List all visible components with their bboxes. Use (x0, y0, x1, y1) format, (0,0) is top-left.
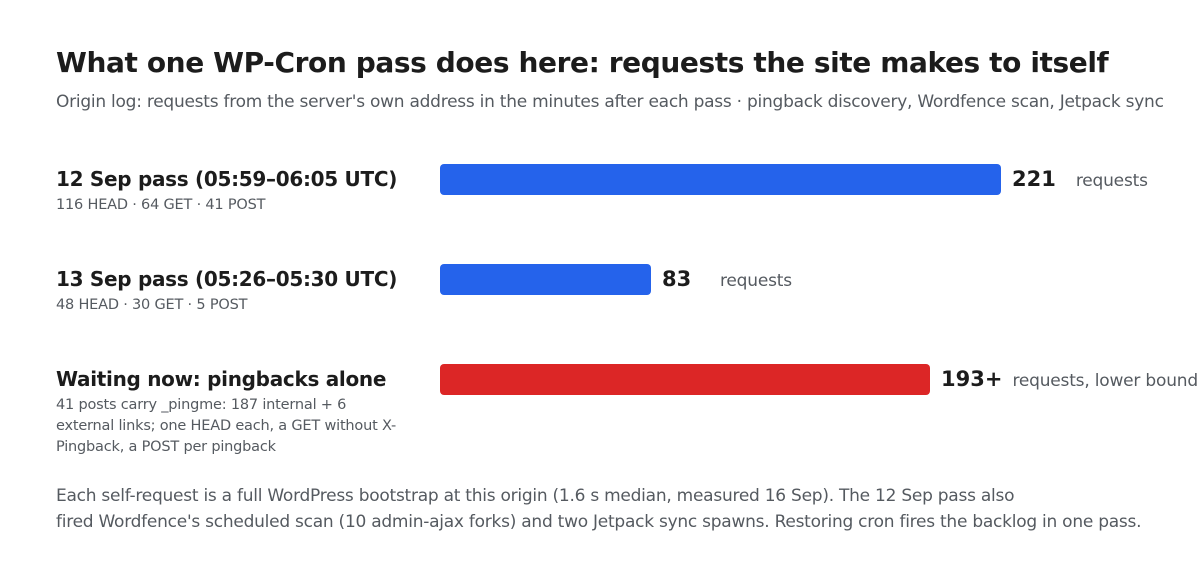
row-label: 12 Sep pass (05:59–06:05 UTC) (56, 167, 398, 191)
row-detail: 116 HEAD · 64 GET · 41 POST (56, 197, 266, 213)
row-label: 13 Sep pass (05:26–05:30 UTC) (56, 267, 398, 291)
bar (440, 264, 651, 295)
bar-value-label: 83 (662, 267, 692, 291)
bar-unit-label: requests, lower bound (1012, 371, 1198, 391)
row-detail: 41 posts carry _pingme: 187 internal + 6… (56, 397, 397, 455)
footnote-line-2: fired Wordfence's scheduled scan (10 adm… (56, 512, 1142, 532)
bar (440, 164, 1001, 195)
footnote: Each self-request is a full WordPress bo… (56, 483, 1142, 535)
bar-value-label: 221 (1012, 167, 1056, 191)
bar-unit-label: requests (1075, 171, 1148, 191)
chart-title: What one WP-Cron pass does here: request… (56, 46, 1109, 79)
chart-subtitle: Origin log: requests from the server's o… (56, 92, 1164, 112)
bar-unit-label: requests (720, 271, 792, 291)
footnote-line-1: Each self-request is a full WordPress bo… (56, 486, 1015, 506)
bar (440, 364, 930, 395)
bar-value-label: 193+ (941, 367, 1003, 391)
row-detail: 48 HEAD · 30 GET · 5 POST (56, 297, 248, 313)
row-label: Waiting now: pingbacks alone (56, 367, 387, 391)
